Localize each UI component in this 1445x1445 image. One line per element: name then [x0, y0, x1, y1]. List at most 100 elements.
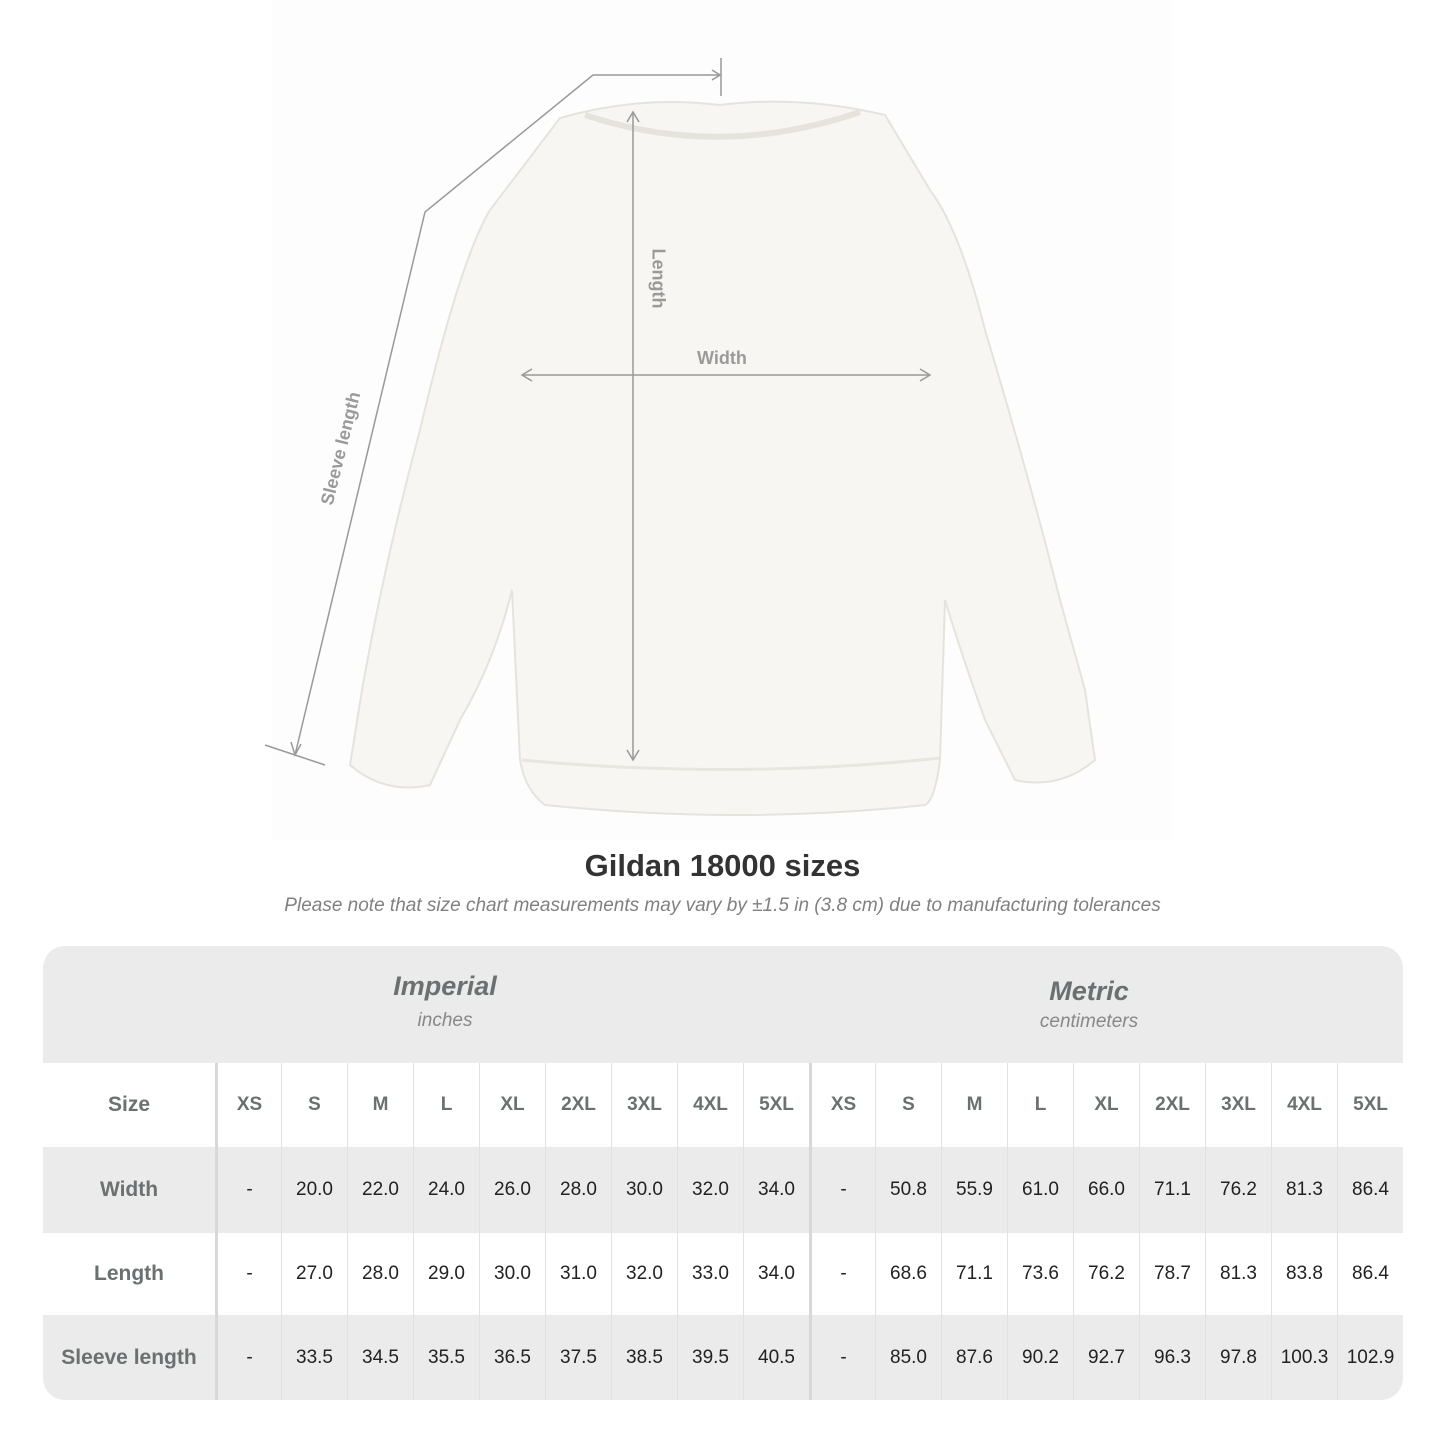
- sweatshirt-diagram: [264, 58, 1097, 816]
- value-cell-imperial: 22.0: [347, 1147, 413, 1233]
- value-cell-imperial: 34.5: [347, 1315, 413, 1400]
- value-cell-imperial: 30.0: [479, 1233, 545, 1315]
- size-header-row: Size XS S M L XL 2XL 3XL 4XL 5XL XS S M L XL 2XL 3XL 4XL 5…: [43, 1063, 1403, 1147]
- size-header-imperial: XL: [479, 1063, 545, 1147]
- size-header-imperial: M: [347, 1063, 413, 1147]
- value-cell-metric: 87.6: [941, 1315, 1007, 1400]
- table-row: Sleeve length -33.5 34.5 35.5 36.5 37.5 38.5 39…: [43, 1315, 1403, 1400]
- value-cell-metric: 55.9: [941, 1147, 1007, 1233]
- value-cell-metric: 81.3: [1205, 1233, 1271, 1315]
- table-row: Width -20.0 22.0 24.0 26.0 28.0 30.0 32.0 34.0-5…: [43, 1147, 1403, 1233]
- size-header-imperial: 4XL: [677, 1063, 743, 1147]
- value-cell-imperial: 33.0: [677, 1233, 743, 1315]
- size-header-metric: 5XL: [1337, 1063, 1403, 1147]
- value-cell-metric: 78.7: [1139, 1233, 1205, 1315]
- metric-title: Metric: [1049, 976, 1129, 1006]
- value-cell-imperial: 32.0: [611, 1233, 677, 1315]
- size-header-imperial: XS: [215, 1063, 281, 1147]
- value-cell-metric: 76.2: [1073, 1233, 1139, 1315]
- size-header-metric: 4XL: [1271, 1063, 1337, 1147]
- value-cell-metric: 102.9: [1337, 1315, 1403, 1400]
- size-header-imperial: S: [281, 1063, 347, 1147]
- size-header-metric: 2XL: [1139, 1063, 1205, 1147]
- measure-lines: [264, 58, 932, 766]
- metric-unit: centimeters: [1039, 1011, 1139, 1032]
- value-cell-imperial: 26.0: [479, 1147, 545, 1233]
- value-cell-metric: 50.8: [875, 1147, 941, 1233]
- value-cell-metric: 100.3: [1271, 1315, 1337, 1400]
- size-header-metric: L: [1007, 1063, 1073, 1147]
- hem-band: [521, 756, 941, 772]
- size-header-imperial: L: [413, 1063, 479, 1147]
- size-header-imperial: 2XL: [545, 1063, 611, 1147]
- value-cell-imperial: 28.0: [545, 1147, 611, 1233]
- sweatshirt-image: [348, 100, 1097, 816]
- value-cell-metric: 86.4: [1337, 1147, 1403, 1233]
- collar: [584, 109, 861, 140]
- width-label: Width: [697, 348, 747, 368]
- width-arrow-left: [520, 368, 533, 382]
- value-cell-imperial: -: [215, 1147, 281, 1233]
- value-cell-imperial: 30.0: [611, 1147, 677, 1233]
- value-cell-imperial: 36.5: [479, 1315, 545, 1400]
- value-cell-imperial: 37.5: [545, 1315, 611, 1400]
- value-cell-metric: 90.2: [1007, 1315, 1073, 1400]
- value-cell-metric: -: [809, 1233, 875, 1315]
- value-cell-metric: 86.4: [1337, 1233, 1403, 1315]
- size-header-metric: XL: [1073, 1063, 1139, 1147]
- row-label: Sleeve length: [61, 1345, 197, 1369]
- value-cell-imperial: 20.0: [281, 1147, 347, 1233]
- value-cell-imperial: 34.0: [743, 1147, 809, 1233]
- size-header-label: Size: [107, 1093, 151, 1116]
- value-cell-metric: 76.2: [1205, 1147, 1271, 1233]
- value-cell-metric: 97.8: [1205, 1315, 1271, 1400]
- size-header-metric: XS: [809, 1063, 875, 1147]
- size-header-imperial: 3XL: [611, 1063, 677, 1147]
- value-cell-imperial: 39.5: [677, 1315, 743, 1400]
- value-cell-imperial: -: [215, 1233, 281, 1315]
- length-arrow-top: [626, 110, 640, 123]
- value-cell-imperial: -: [215, 1315, 281, 1400]
- value-cell-metric: -: [809, 1147, 875, 1233]
- value-cell-imperial: 34.0: [743, 1233, 809, 1315]
- row-label: Length: [94, 1262, 164, 1285]
- value-cell-metric: 68.6: [875, 1233, 941, 1315]
- value-cell-imperial: 35.5: [413, 1315, 479, 1400]
- value-cell-imperial: 24.0: [413, 1147, 479, 1233]
- value-cell-imperial: 31.0: [545, 1233, 611, 1315]
- value-cell-metric: 66.0: [1073, 1147, 1139, 1233]
- tolerance-note: Please note that size chart measurements…: [284, 895, 1161, 916]
- row-label: Width: [99, 1178, 159, 1201]
- table-row: Length -27.0 28.0 29.0 30.0 31.0 32.0 33.0 34.0-…: [43, 1233, 1403, 1315]
- width-arrow-right: [919, 368, 932, 382]
- value-cell-metric: 73.6: [1007, 1233, 1073, 1315]
- value-cell-metric: 61.0: [1007, 1147, 1073, 1233]
- value-cell-imperial: 27.0: [281, 1233, 347, 1315]
- size-table: Imperial inches Metric centimeters Size X…: [43, 946, 1403, 1400]
- value-cell-metric: 71.1: [941, 1233, 1007, 1315]
- sleeve-line: [294, 74, 720, 756]
- metric-header: Metric centimeters: [809, 946, 1369, 1063]
- size-header-metric: 3XL: [1205, 1063, 1271, 1147]
- value-cell-metric: 81.3: [1271, 1147, 1337, 1233]
- page-title: Gildan 18000 sizes: [584, 848, 861, 883]
- length-label: Length: [648, 248, 669, 309]
- value-cell-imperial: 33.5: [281, 1315, 347, 1400]
- value-cell-imperial: 29.0: [413, 1233, 479, 1315]
- imperial-header: Imperial inches: [215, 946, 675, 1063]
- value-cell-metric: 71.1: [1139, 1147, 1205, 1233]
- value-cell-metric: -: [809, 1315, 875, 1400]
- size-header-metric: M: [941, 1063, 1007, 1147]
- value-cell-imperial: 28.0: [347, 1233, 413, 1315]
- value-cell-imperial: 38.5: [611, 1315, 677, 1400]
- imperial-unit: inches: [417, 1010, 473, 1031]
- size-header-imperial: 5XL: [743, 1063, 809, 1147]
- value-cell-imperial: 32.0: [677, 1147, 743, 1233]
- value-cell-imperial: 40.5: [743, 1315, 809, 1400]
- value-cell-metric: 96.3: [1139, 1315, 1205, 1400]
- size-header-metric: S: [875, 1063, 941, 1147]
- imperial-title: Imperial: [393, 971, 497, 1001]
- length-arrow-bottom: [626, 749, 640, 762]
- value-cell-metric: 83.8: [1271, 1233, 1337, 1315]
- value-cell-metric: 92.7: [1073, 1315, 1139, 1400]
